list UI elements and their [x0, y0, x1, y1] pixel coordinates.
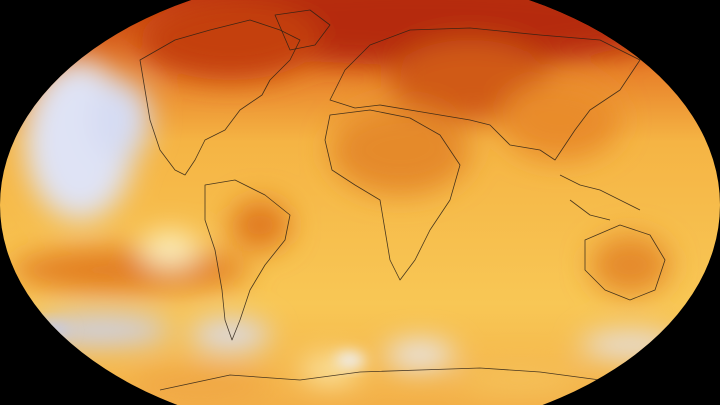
- antarctica: [159, 367, 661, 391]
- anomaly-patches: [10, 0, 680, 401]
- coastlines: [139, 9, 666, 391]
- australia: [584, 224, 666, 301]
- north-america: [139, 19, 301, 176]
- europe-asia: [329, 27, 641, 161]
- africa: [324, 109, 461, 281]
- southeast-asia-islands: [559, 174, 641, 221]
- greenland: [274, 9, 331, 51]
- south-america: [204, 179, 291, 341]
